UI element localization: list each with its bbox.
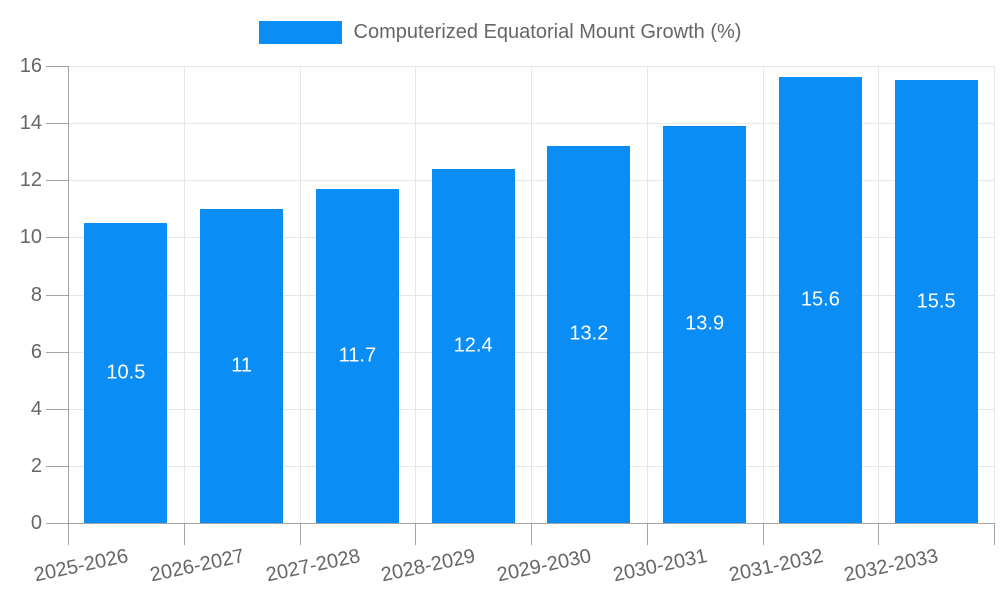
x-axis-label: 2031-2032 xyxy=(726,545,825,587)
v-gridline xyxy=(531,66,532,523)
y-axis-label: 2 xyxy=(30,454,42,477)
x-tick xyxy=(531,523,532,545)
bar-value-label: 15.5 xyxy=(916,290,956,313)
v-gridline xyxy=(299,66,301,523)
x-axis-label: 2027-2028 xyxy=(263,545,362,587)
y-tick xyxy=(46,237,68,239)
x-tick xyxy=(183,523,185,545)
x-tick xyxy=(994,523,995,545)
bar[interactable]: 12.4 xyxy=(431,168,515,523)
v-gridline xyxy=(994,66,995,523)
bar[interactable]: 15.6 xyxy=(778,77,862,523)
x-axis-label: 2025-2026 xyxy=(32,545,131,587)
y-axis-label: 0 xyxy=(30,512,42,534)
y-tick xyxy=(46,294,68,296)
x-tick xyxy=(299,523,301,545)
bar[interactable]: 15.5 xyxy=(894,80,978,523)
bar[interactable]: 11.7 xyxy=(315,188,399,523)
bar-value-label: 12.4 xyxy=(453,334,493,357)
y-axis-label: 8 xyxy=(30,283,42,306)
x-axis-label: 2029-2030 xyxy=(495,545,594,587)
bar[interactable]: 13.9 xyxy=(663,125,747,523)
y-axis-label: 10 xyxy=(19,226,42,249)
legend-swatch[interactable] xyxy=(258,21,342,44)
x-tick xyxy=(415,523,417,545)
bar-value-label: 13.9 xyxy=(685,312,725,335)
x-axis-label: 2026-2027 xyxy=(148,545,247,587)
y-axis-label: 14 xyxy=(19,112,42,135)
y-axis-line xyxy=(68,66,69,545)
legend-label[interactable]: Computerized Equatorial Mount Growth (%) xyxy=(353,21,742,43)
bar-value-label: 11.7 xyxy=(338,344,377,367)
y-tick xyxy=(46,66,68,67)
x-tick xyxy=(762,523,764,545)
y-axis-label: 12 xyxy=(19,169,42,192)
y-tick xyxy=(46,465,68,467)
y-tick xyxy=(46,123,68,125)
x-tick xyxy=(878,523,880,545)
y-axis-label: 6 xyxy=(30,340,42,363)
x-axis-label: 2028-2029 xyxy=(379,545,478,587)
legend[interactable]: Computerized Equatorial Mount Growth (%) xyxy=(0,21,1000,44)
y-axis-label: 16 xyxy=(19,55,42,77)
v-gridline xyxy=(762,66,764,523)
bar-value-label: 13.2 xyxy=(569,322,609,345)
bar-value-label: 10.5 xyxy=(106,361,146,384)
y-tick xyxy=(46,351,68,353)
bar[interactable]: 11 xyxy=(200,208,284,523)
y-tick xyxy=(46,523,68,524)
y-axis-label: 4 xyxy=(30,397,42,420)
y-tick xyxy=(46,408,68,410)
bar[interactable]: 10.5 xyxy=(84,223,168,523)
bar[interactable]: 13.2 xyxy=(547,145,631,523)
v-gridline xyxy=(415,66,417,523)
v-gridline xyxy=(183,66,185,523)
y-tick xyxy=(46,180,68,182)
v-gridline xyxy=(646,66,648,523)
x-axis-label: 2030-2031 xyxy=(611,545,710,587)
bar-value-label: 11 xyxy=(231,354,253,377)
x-axis-label: 2032-2033 xyxy=(842,545,941,587)
bar-value-label: 15.6 xyxy=(800,288,840,311)
v-gridline xyxy=(878,66,880,523)
x-tick xyxy=(646,523,648,545)
